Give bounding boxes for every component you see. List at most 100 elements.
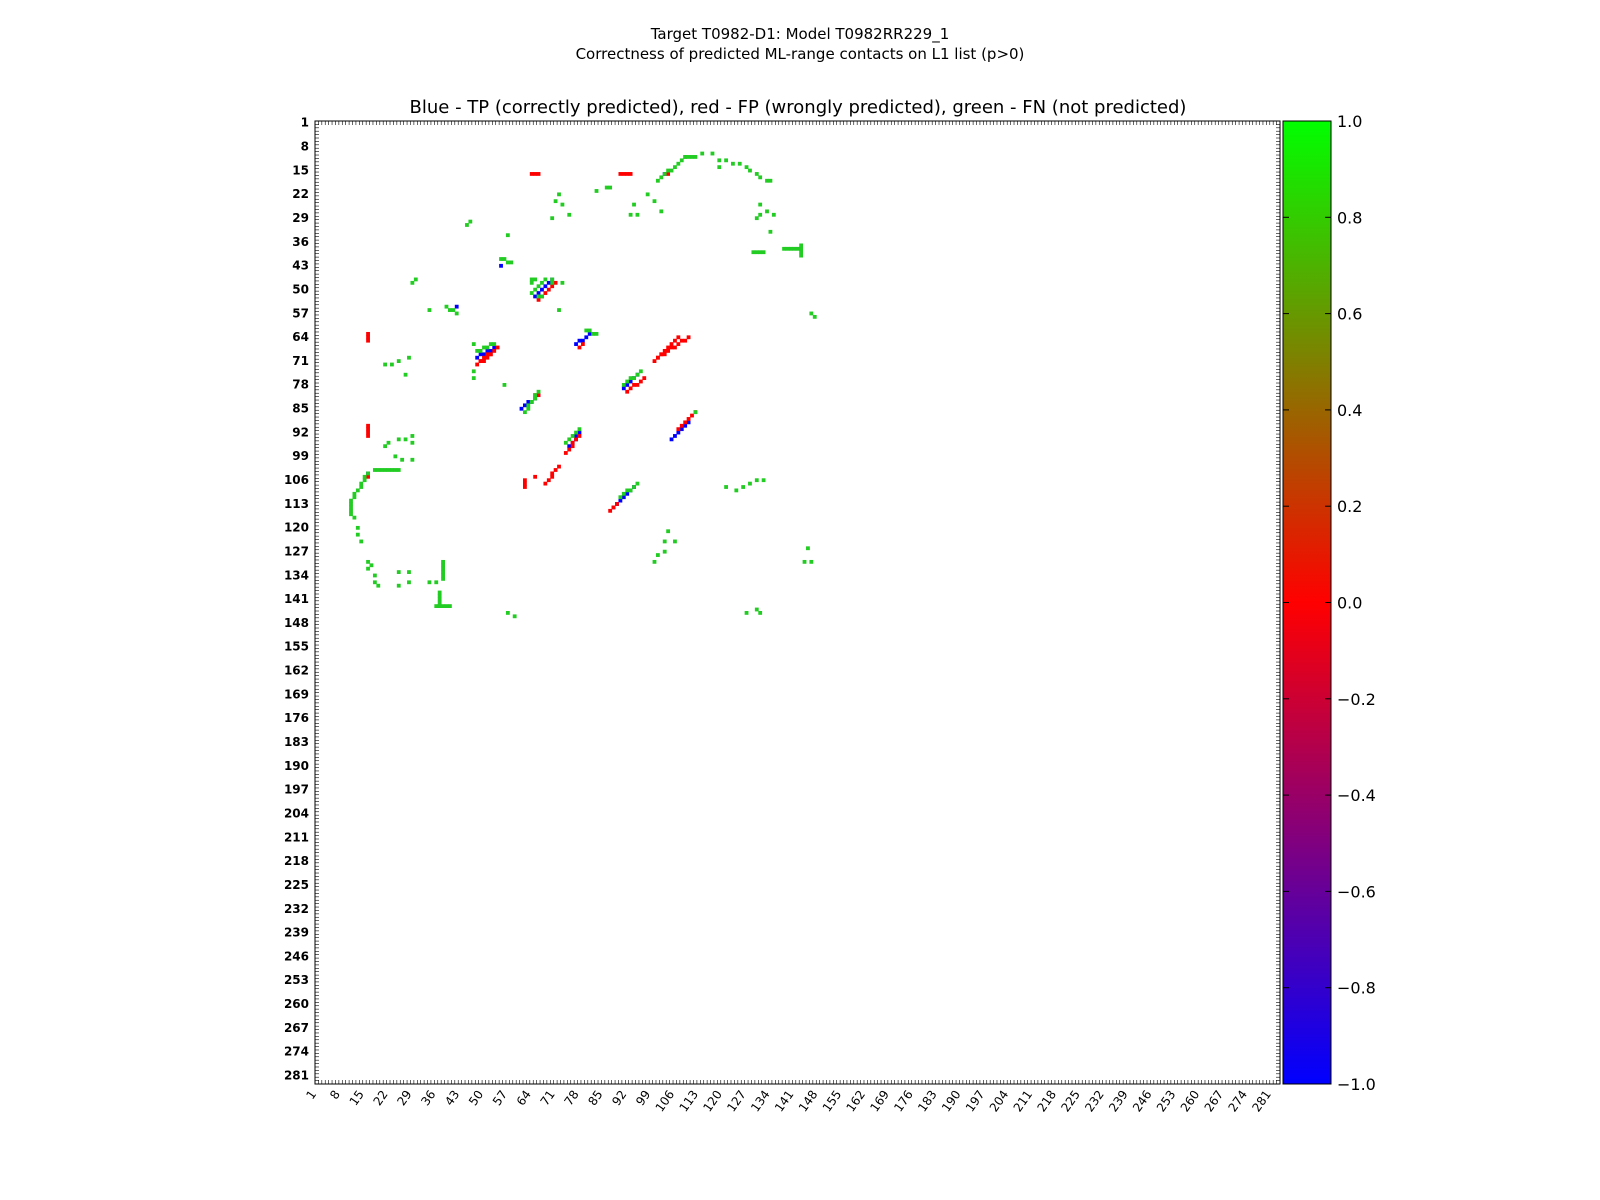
y-tick-label: 43 [292,259,309,273]
contact-cell-fn [724,158,728,163]
contact-cell-tp [523,403,527,408]
y-tick-label: 120 [284,521,309,535]
contact-cell-fn [758,202,763,207]
contact-cell-fn [362,478,367,483]
contact-cell-fp [553,468,558,472]
contact-cell-tp [546,280,551,285]
contact-cell-fn [676,161,681,166]
contact-cell-fp [679,423,684,428]
contact-cell-fp [577,434,582,438]
contact-cell-fn [761,478,766,483]
contact-cell-fp [642,376,647,381]
contact-cell-fn [802,559,807,564]
contact-cell-fn [635,481,640,486]
contact-cell-fp [615,502,619,506]
contact-cell-fp [679,338,684,343]
contact-cell-fn [557,192,561,197]
contact-cell-fn [441,566,445,571]
contact-cell-fp [366,423,370,428]
contact-cell-fn [666,168,671,173]
contact-cell-fn [533,277,538,282]
x-tick-label: 183 [915,1088,940,1115]
contact-cell-fn [407,580,411,585]
contact-cell-fn [758,175,763,180]
contact-cell-fn [407,570,411,574]
y-tick-label: 190 [284,759,309,773]
contact-cell-fn [437,604,442,609]
x-tick-label: 239 [1106,1088,1131,1115]
contact-cell-fn [478,348,483,353]
contact-cell-fn [662,172,667,176]
contact-cell-fn [505,611,510,615]
contact-cell-fp [669,342,674,346]
contact-cell-fp [635,383,640,387]
y-tick-label: 36 [292,235,309,249]
contact-cell-fn [806,546,810,551]
contact-cell-fn [376,583,381,588]
contact-cell-fn [386,440,391,445]
contact-cell-fn [557,308,561,312]
contact-cell-fp [478,359,483,364]
contact-cell-fn [744,165,749,170]
contact-cell-fn [673,165,677,170]
y-tick-label: 29 [292,211,309,225]
contact-cell-tp [526,400,531,404]
contact-cell-fn [768,178,773,183]
contact-cell-fp [621,172,626,176]
y-tick-label: 225 [284,878,309,892]
contact-cell-fn [628,212,633,217]
contact-cell-fn [533,287,538,292]
contact-cell-fn [410,434,415,438]
contact-cell-fn [809,311,814,316]
colorbar: 1.0 0.8 0.6 0.4 0.2 0.0 −0.2 −0.4 −0.6 −0.8 −1.0 [1282,112,1376,1094]
contact-cell-fn [447,604,452,609]
contact-cell-tp [577,338,582,343]
contact-cell-fn [427,580,432,585]
contact-cell-fp [488,352,493,357]
contact-cell-fn [731,161,735,166]
contact-cell-fn [625,379,630,384]
contact-cell-tp [499,263,503,268]
contact-cell-fn [349,508,353,513]
contact-cell-fn [441,559,445,564]
contact-cell-fp [580,342,585,346]
contact-cell-fp [570,444,575,449]
chart-title: Blue - TP (correctly predicted), red - F… [410,97,1187,118]
contact-cell-fn [523,410,527,415]
contact-cell-fn [383,468,388,472]
contact-cell-fp [676,335,681,340]
contact-cell-fn [410,457,415,462]
contact-cell-tp [580,338,585,343]
contact-cell-fn [693,155,698,159]
contact-cell-fn [768,229,773,234]
contact-cell-fp [662,348,667,353]
contact-cell-fp [366,434,370,438]
contact-cell-fn [632,376,636,381]
contact-cell-fn [666,529,671,534]
contact-cell-fn [383,362,388,367]
figure-title-line2: Correctness of predicted ML-range contac… [576,45,1025,63]
contact-cell-fn [403,372,408,377]
contact-cell-tp [475,355,480,360]
contact-cell-fn [372,573,377,578]
contact-cell-fp [686,417,691,421]
contact-cell-fn [560,280,565,285]
contact-cell-fn [533,393,538,398]
contact-cell-tp [567,444,572,449]
contact-cell-fn [536,389,541,394]
contact-cell-fn [741,485,746,489]
contact-cell-tp [683,423,688,428]
contact-cell-fn [427,308,432,312]
contact-cell-fn [812,314,817,319]
contact-cell-fn [734,488,739,493]
contact-cell-fn [560,202,565,207]
contact-cell-fp [659,352,664,357]
contact-cell-fn [485,345,490,350]
contact-cell-fn [540,280,544,285]
contact-cell-fp [683,420,688,425]
contact-cell-fn [655,553,660,557]
contact-cell-fn [502,383,507,387]
contact-cell-fp [673,345,677,350]
colorbar-tick-label: 0.4 [1337,401,1362,420]
contact-cell-fp [546,478,551,483]
